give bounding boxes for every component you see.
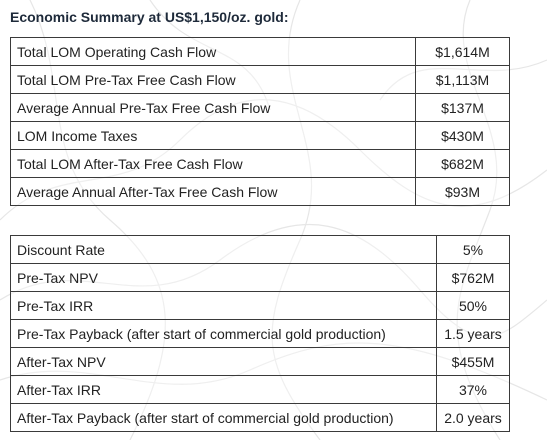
row-label: Average Annual After-Tax Free Cash Flow [10,177,416,206]
table-row: Total LOM Pre-Tax Free Cash Flow $1,113M [10,65,510,94]
row-label: Total LOM Operating Cash Flow [10,37,416,66]
row-label: After-Tax NPV [10,347,437,376]
row-value: $93M [415,177,510,206]
row-label: Average Annual Pre-Tax Free Cash Flow [10,93,416,122]
row-value: 50% [436,291,510,320]
row-value: 5% [436,235,510,264]
cash-flow-table: Total LOM Operating Cash Flow $1,614M To… [10,37,510,206]
page-title: Economic Summary at US$1,150/oz. gold: [10,9,289,25]
table-row: Total LOM After-Tax Free Cash Flow $682M [10,149,510,178]
row-value: $682M [415,149,510,178]
table-row: Discount Rate 5% [10,235,510,264]
row-label: After-Tax IRR [10,375,437,404]
table-row: Average Annual After-Tax Free Cash Flow … [10,177,510,206]
row-value: $137M [415,93,510,122]
row-value: $430M [415,121,510,150]
row-value: $762M [436,263,510,292]
table-row: After-Tax Payback (after start of commer… [10,403,510,432]
row-label: Total LOM After-Tax Free Cash Flow [10,149,416,178]
row-label: Pre-Tax IRR [10,291,437,320]
row-label: After-Tax Payback (after start of commer… [10,403,437,432]
table-row: Average Annual Pre-Tax Free Cash Flow $1… [10,93,510,122]
row-value: $1,614M [415,37,510,66]
row-label: LOM Income Taxes [10,121,416,150]
table-row: Pre-Tax Payback (after start of commerci… [10,319,510,348]
row-value: $1,113M [415,65,510,94]
valuation-table: Discount Rate 5% Pre-Tax NPV $762M Pre-T… [10,235,510,432]
table-row: LOM Income Taxes $430M [10,121,510,150]
table-row: Pre-Tax IRR 50% [10,291,510,320]
table-row: Pre-Tax NPV $762M [10,263,510,292]
table-row: Total LOM Operating Cash Flow $1,614M [10,37,510,66]
row-value: $455M [436,347,510,376]
row-label: Discount Rate [10,235,437,264]
row-label: Pre-Tax Payback (after start of commerci… [10,319,437,348]
row-label: Pre-Tax NPV [10,263,437,292]
row-value: 1.5 years [436,319,510,348]
table-row: After-Tax IRR 37% [10,375,510,404]
row-label: Total LOM Pre-Tax Free Cash Flow [10,65,416,94]
row-value: 2.0 years [436,403,510,432]
row-value: 37% [436,375,510,404]
table-row: After-Tax NPV $455M [10,347,510,376]
